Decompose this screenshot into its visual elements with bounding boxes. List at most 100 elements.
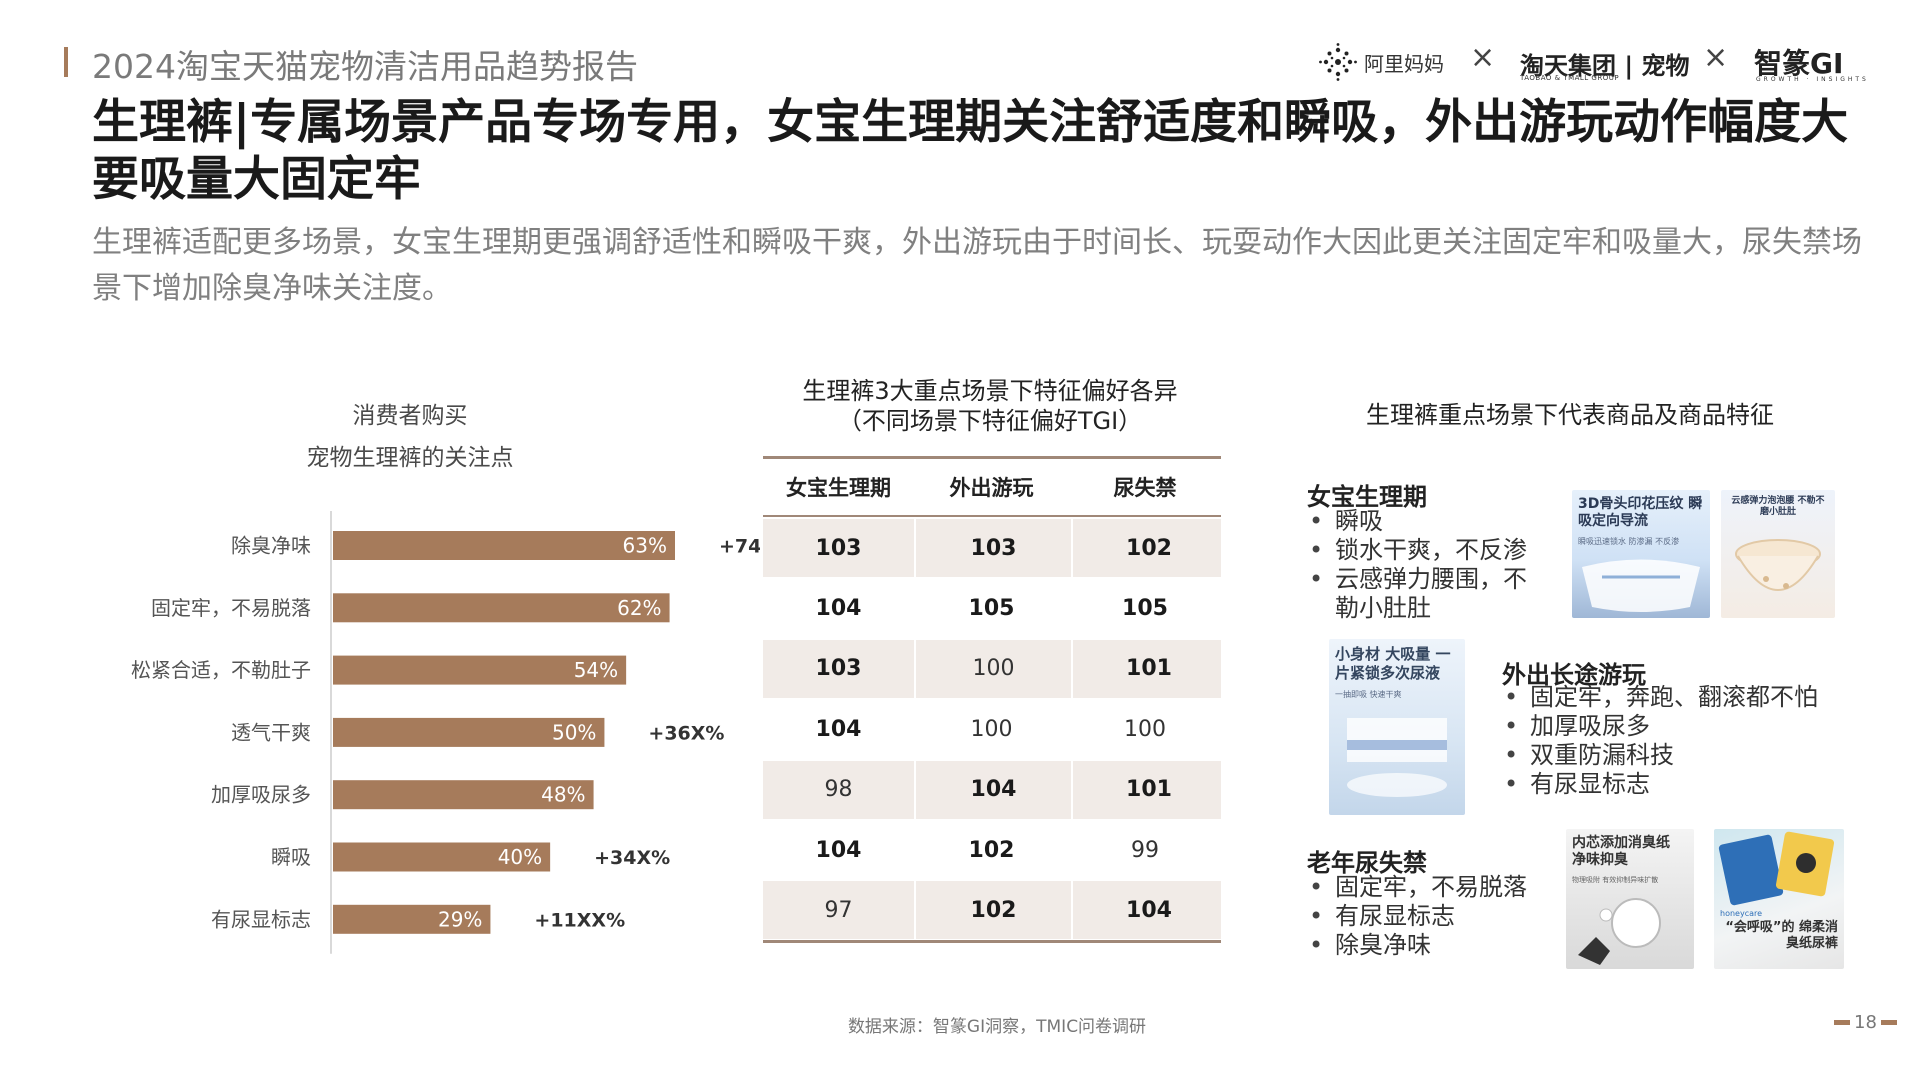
feature-item: 有尿显标志 <box>1307 902 1567 931</box>
times-sign: × <box>1470 40 1496 75</box>
table-row: 104 105 105 <box>763 579 1221 637</box>
page-dash-right <box>1880 1020 1897 1025</box>
table-cell: 102 <box>968 837 1015 863</box>
table-bottom-rule <box>763 939 1221 943</box>
table-cell: 101 <box>1071 639 1225 698</box>
bar-growth-label: +11XX% <box>534 909 625 931</box>
table-cell: 104 <box>815 837 862 863</box>
table-row: 104 102 99 <box>763 821 1221 879</box>
bar-category-label: 瞬吸 <box>271 845 311 869</box>
product-pack-icon <box>1718 831 1835 906</box>
product-fineprint: 一抽即吸 快速干爽 <box>1335 690 1402 699</box>
page-subheadline: 生理裤适配更多场景，女宝生理期更强调舒适性和瞬吸干爽，外出游玩由于时间长、玩耍动… <box>92 225 1862 306</box>
products-section-title: 生理裤重点场景下代表商品及商品特征 <box>1366 401 1774 429</box>
page-number-text: 18 <box>1854 1012 1877 1033</box>
alimama-logo: 阿里妈妈 <box>1318 42 1444 82</box>
bar <box>333 904 491 934</box>
scene-features-outing: 固定牢，奔跑、翻滚都不怕 加厚吸尿多 双重防漏科技 有尿显标志 <box>1502 683 1832 799</box>
bar-value-label: 63% <box>623 534 667 558</box>
feature-item: 固定牢，不易脱落 <box>1307 873 1567 902</box>
product-image-period-1: 3D骨头印花压纹 瞬吸定向导流 瞬吸迅速锁水 防渗漏 不反渗 <box>1572 490 1710 618</box>
table-row: 103 103 102 <box>763 519 1221 577</box>
diaper-shape-icon <box>1582 559 1700 612</box>
concern-bar-chart: 除臭净味 63% +74X% 固定牢，不易脱落 62% 松紧合适，不勒肚子 54% 透气干爽 5… <box>131 511 760 954</box>
table-cell: 103 <box>815 656 862 682</box>
table-cell: 97 <box>824 897 853 923</box>
table-cell: 98 <box>824 777 853 803</box>
alimama-logo-text: 阿里妈妈 <box>1364 51 1444 76</box>
taotian-logo-subtext: TAOBAO & TMALL GROUP <box>1520 74 1620 82</box>
product-caption: 3D骨头印花压纹 瞬吸定向导流 <box>1578 496 1703 529</box>
feature-item: 云感弹力腰围，不勒小肚肚 <box>1307 565 1547 623</box>
table-cell: 99 <box>1131 837 1159 863</box>
table-cell: 100 <box>970 716 1013 742</box>
product-caption: “会呼吸”的 绵柔消臭纸尿裤 <box>1725 920 1838 951</box>
bar-value-label: 40% <box>498 845 542 869</box>
table-header-cell: 尿失禁 <box>1113 476 1177 500</box>
feature-item: 双重防漏科技 <box>1502 741 1832 770</box>
product-caption: 小身材 大吸量 一片紧锁多次尿液 <box>1335 645 1451 682</box>
taotian-logo-text: 淘天集团 | 宠物 <box>1520 52 1690 80</box>
page-dash-left <box>1834 1020 1850 1025</box>
bar-category-label: 加厚吸尿多 <box>211 783 311 807</box>
diaper-shape-icon <box>1735 539 1821 591</box>
product-image-incontinence-1: 内芯添加消臭纸 净味抑臭 物理吸附 有效抑制异味扩散 <box>1566 829 1694 969</box>
bar-chart-title-line2: 宠物生理裤的关注点 <box>306 445 514 471</box>
bar-chart-title: 消费者购买 宠物生理裤的关注点 <box>260 395 560 479</box>
bar-category-label: 松紧合适，不勒肚子 <box>131 658 311 682</box>
scene-features-period: 瞬吸 锁水干爽，不反渗 云感弹力腰围，不勒小肚肚 <box>1307 507 1547 623</box>
product-brand: honeycare <box>1720 909 1763 918</box>
table-header-cell: 外出游玩 <box>949 476 1034 500</box>
table-row: 98 104 101 <box>763 760 1221 819</box>
table-cell: 105 <box>968 595 1015 621</box>
table-row: 97 102 104 <box>763 881 1221 940</box>
feature-item: 加厚吸尿多 <box>1502 712 1832 741</box>
table-header-row: 女宝生理期 外出游玩 尿失禁 <box>763 459 1221 515</box>
report-title: 2024淘宝天猫宠物清洁用品趋势报告 <box>92 47 638 86</box>
feature-item: 固定牢，奔跑、翻滚都不怕 <box>1502 683 1832 712</box>
feature-item: 瞬吸 <box>1307 507 1547 536</box>
table-cell: 102 <box>914 881 1071 940</box>
title-accent-bar <box>64 47 68 77</box>
page-headline: 生理裤|专属场景产品专场专用，女宝生理期关注舒适度和瞬吸，外出游玩动作幅度大要吸… <box>92 95 1849 207</box>
table-cell: 104 <box>815 595 862 621</box>
table-row: 104 100 100 <box>763 700 1221 758</box>
bar-value-label: 48% <box>541 783 585 807</box>
gi-logo: 智篆GI GROWTH · INSIGHTS <box>1754 42 1866 83</box>
table-cell: 104 <box>914 760 1071 819</box>
bar <box>333 780 594 810</box>
page-number: 18 <box>1830 1012 1901 1033</box>
deodorize-bubble-icon <box>1578 898 1661 965</box>
product-fineprint: 瞬吸迅速锁水 防渗漏 不反渗 <box>1578 537 1680 546</box>
bar <box>333 655 627 685</box>
table-top-rule <box>763 456 1221 459</box>
product-image-outing: 小身材 大吸量 一片紧锁多次尿液 一抽即吸 快速干爽 <box>1329 639 1465 815</box>
bar <box>333 842 551 872</box>
gi-logo-subtext: GROWTH · INSIGHTS <box>1756 76 1869 83</box>
bar-category-label: 有尿显标志 <box>211 907 311 931</box>
bar-growth-label: +34X% <box>594 847 670 869</box>
data-source-note: 数据来源：智篆GI洞察，TMIC问卷调研 <box>847 1017 1147 1037</box>
bar-category-label: 透气干爽 <box>231 720 311 744</box>
scene-features-incontinence: 固定牢，不易脱落 有尿显标志 除臭净味 <box>1307 873 1567 960</box>
bar-growth-label: +36X% <box>648 722 724 744</box>
bar-value-label: 29% <box>438 907 482 931</box>
feature-item: 除臭净味 <box>1307 931 1567 960</box>
product-fineprint: 物理吸附 有效抑制异味扩散 <box>1572 876 1659 884</box>
absorbent-layer-icon <box>1347 718 1447 797</box>
bar-value-label: 62% <box>617 596 661 620</box>
bar-value-label: 54% <box>574 658 618 682</box>
table-cell: 103 <box>815 535 862 561</box>
tgi-table-title-line2: （不同场景下特征偏好TGI） <box>837 407 1143 435</box>
table-cell: 101 <box>1071 760 1225 819</box>
alimama-dots-icon <box>1319 43 1357 81</box>
feature-item: 有尿显标志 <box>1502 770 1832 799</box>
table-cell: 104 <box>1071 881 1225 940</box>
product-caption: 内芯添加消臭纸 净味抑臭 <box>1572 835 1670 868</box>
table-cell: 102 <box>1071 519 1225 577</box>
table-row: 103 100 101 <box>763 639 1221 698</box>
tgi-table-title-line1: 生理裤3大重点场景下特征偏好各异 <box>802 377 1178 405</box>
product-image-incontinence-2: honeycare “会呼吸”的 绵柔消臭纸尿裤 <box>1714 829 1844 969</box>
bar-growth-label: +74X% <box>719 536 760 558</box>
table-header-rule <box>763 515 1221 517</box>
